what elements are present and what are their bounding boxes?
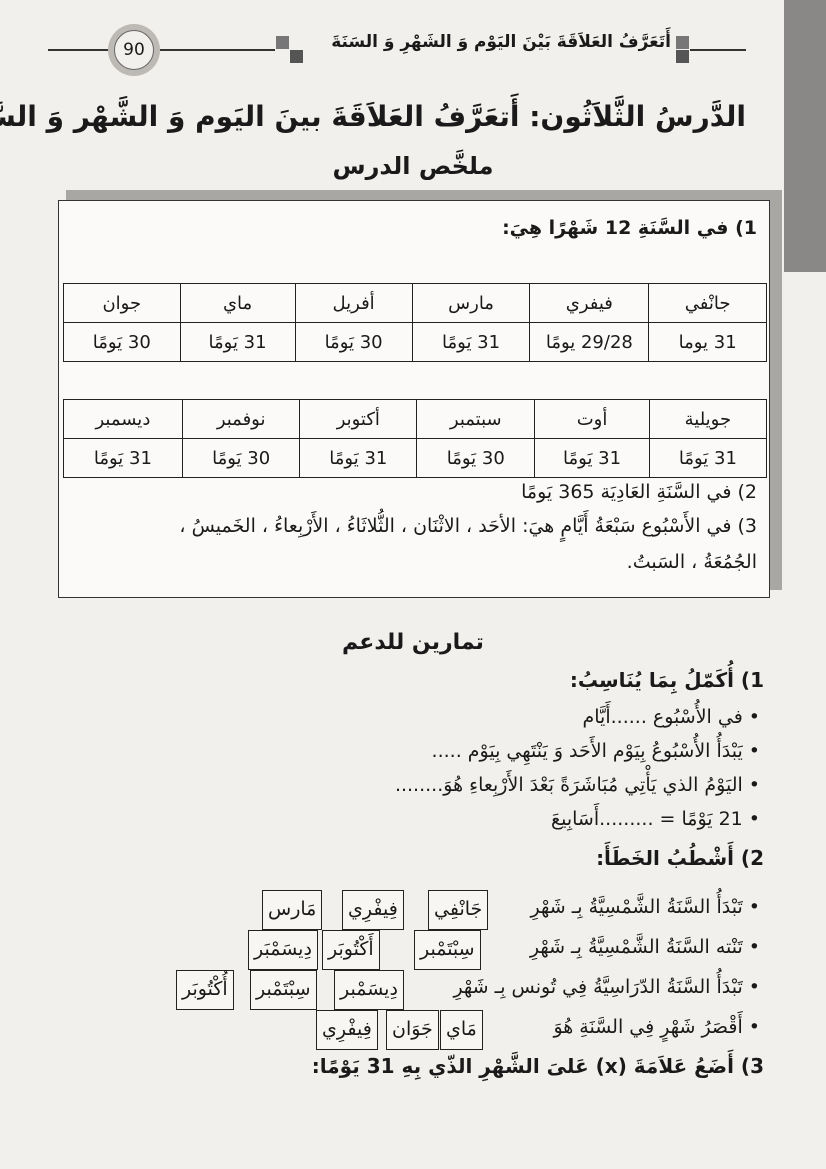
days-cell: 30 يَومًا (294, 322, 413, 362)
header-square-icon (290, 50, 303, 63)
month-cell: جوان (63, 283, 181, 323)
page-edge-shade (784, 0, 826, 272)
option-box[interactable]: دِيسَمْبَر (248, 930, 318, 970)
exercise-2-title: 2) أَشْطُبُ الخَطَأَ: (596, 846, 764, 870)
days-cell: 31 يَومًا (648, 438, 768, 478)
header-rule (160, 49, 275, 51)
days-cell: 30 يَومًا (416, 438, 536, 478)
exercise-1-item: يَبْدَأُ الأُسْبُوعُ بِيَوْم الأَحَد وَ … (432, 740, 760, 762)
month-cell: سبتمبر (416, 399, 536, 439)
exercise-1-title: 1) أُكَمّلُ بِمَا يُنَاسِبُ: (569, 668, 764, 692)
summary-point-3: 3) في الأَسْبُوع سَبْعَةُ أَيَّامٍ هيَ: … (179, 515, 757, 537)
days-cell: 31 يَومًا (179, 322, 296, 362)
exercise-3-title: 3) أَضَعُ عَلاَمَةَ (x) عَلىَ الشَّهْرِ … (311, 1054, 764, 1078)
exercise-2-item: أَقْصَرُ شَهْرٍ فِي السَّنَةِ هُوَ (553, 1016, 760, 1038)
option-box[interactable]: فِيفْرِي (316, 1010, 378, 1050)
month-cell: ماي (179, 283, 296, 323)
days-cell: 31 يَومًا (411, 322, 531, 362)
option-box[interactable]: فِيفْرِي (342, 890, 404, 930)
header-rule (48, 49, 108, 51)
page-number: 90 (114, 30, 154, 70)
days-cell: 31 يَومًا (299, 438, 418, 478)
summary-point-1: 1) في السَّنَةِ 12 شَهْرًا هِيَ: (502, 217, 757, 239)
month-cell: ديسمبر (63, 399, 183, 439)
days-cell: 29/28 يومًا (529, 322, 650, 362)
month-cell: مارس (411, 283, 531, 323)
days-cell: 31 يوما (648, 322, 767, 362)
days-cell: 31 يَومًا (534, 438, 650, 478)
exercises-heading: تمارين للدعم (342, 630, 484, 655)
option-box[interactable]: دِيسَمْبر (334, 970, 404, 1010)
option-box[interactable]: أُكْتُوبَر (176, 970, 234, 1010)
exercise-2-item: تَبْدَأُ السَّنَةُ الدّرَاسِيَّةُ فِي تُ… (453, 976, 760, 998)
month-cell: أكتوبر (299, 399, 418, 439)
summary-point-3-cont: الجُمُعَةُ ، السَبتُ. (626, 551, 757, 573)
month-cell: جويلية (648, 399, 768, 439)
option-box[interactable]: سِبْتَمْبر (414, 930, 481, 970)
table-row-months: جويلية أوت سبتمبر أكتوبر نوفمبر ديسمبر (63, 399, 768, 439)
option-box[interactable]: مَارس (262, 890, 323, 930)
option-box[interactable]: مَاي (440, 1010, 483, 1050)
month-cell: جانْفي (648, 283, 767, 323)
months-table-1: جانْفي فيفري مارس أفريل ماي جوان 31 يوما… (63, 283, 767, 362)
page-number-badge: 90 (108, 24, 160, 76)
exercise-2-item: تَنْته السَّنَةُ الشَّمْسِيَّةُ بِـ شَهْ… (530, 936, 760, 958)
days-cell: 31 يَومًا (63, 438, 183, 478)
header-rule (690, 49, 746, 51)
header-square-icon (676, 36, 689, 49)
table-row-days: 31 يوما 29/28 يومًا 31 يَومًا 30 يَومًا … (63, 322, 767, 362)
month-cell: فيفري (529, 283, 650, 323)
exercise-1-item: 21 يَوْمًا = .........أَسَابِيعَ (551, 808, 760, 830)
month-cell: أفريل (294, 283, 413, 323)
month-cell: نوفمبر (181, 399, 301, 439)
days-cell: 30 يَومًا (181, 438, 301, 478)
option-box[interactable]: جَوَان (386, 1010, 439, 1050)
exercise-2-item: تَبْدَأُ السَّنَةُ الشَّمْسِيَّةُ بِـ شَ… (531, 896, 760, 918)
option-box[interactable]: أَكْتُوبَر (322, 930, 380, 970)
option-box[interactable]: سِبْتَمْبر (250, 970, 317, 1010)
option-box[interactable]: جَانْفِي (428, 890, 489, 930)
table-row-days: 31 يَومًا 31 يَومًا 30 يَومًا 31 يَومًا … (63, 438, 768, 478)
header-square-icon (276, 36, 289, 49)
months-table-2: جويلية أوت سبتمبر أكتوبر نوفمبر ديسمبر 3… (63, 399, 768, 478)
exercise-1-item: اليَوْمُ الذي يَأْتِي مُبَاشَرَةً بَعْدَ… (395, 774, 760, 796)
month-cell: أوت (534, 399, 650, 439)
summary-point-2: 2) في السَّنَةِ العَادِيَة 365 يَومًا (521, 481, 757, 503)
running-title: أَتَعَرَّفُ العَلاَقَةَ بَيْنَ اليَوْم و… (331, 32, 671, 52)
lesson-title: الدَّرسُ الثَّلاَثُون: أَتعَرَّفُ العَلا… (0, 100, 746, 133)
summary-box: 1) في السَّنَةِ 12 شَهْرًا هِيَ: جانْفي … (58, 200, 770, 598)
header-square-icon (676, 50, 689, 63)
summary-heading: ملخَّص الدرس (332, 152, 494, 180)
days-cell: 30 يَومًا (63, 322, 181, 362)
exercise-1-item: في الأُسْبُوع ......أَيَّام (583, 706, 761, 728)
table-row-months: جانْفي فيفري مارس أفريل ماي جوان (63, 283, 767, 323)
